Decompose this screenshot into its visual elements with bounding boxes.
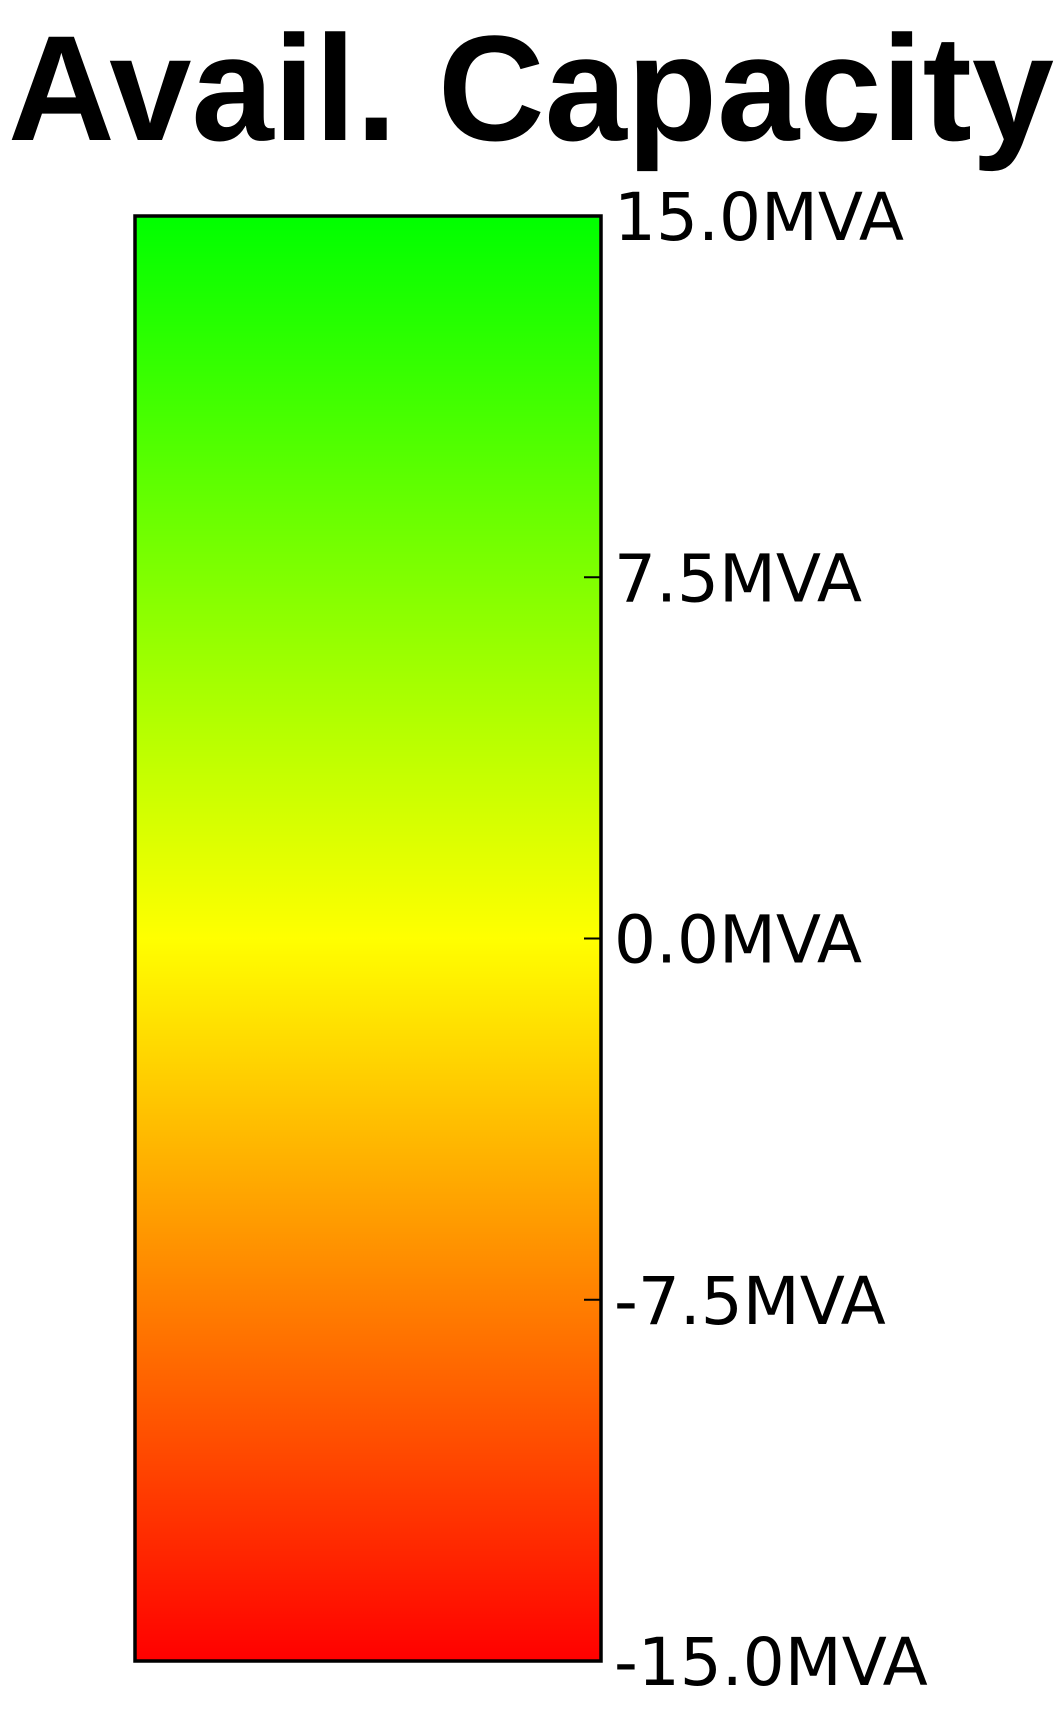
color-bar [135, 216, 601, 1661]
tick-group: 15.0MVA 7.5MVA 0.0MVA -7.5MVA -15.0MVA [584, 179, 928, 1701]
tick-label: -15.0MVA [614, 1624, 928, 1701]
tick-label: 7.5MVA [614, 540, 862, 617]
legend-title: Avail. Capacity [8, 4, 1054, 172]
tick-label: 0.0MVA [614, 902, 862, 979]
tick-label: 15.0MVA [614, 179, 904, 256]
tick-label: -7.5MVA [614, 1263, 886, 1340]
color-bar-frame [133, 214, 603, 1663]
